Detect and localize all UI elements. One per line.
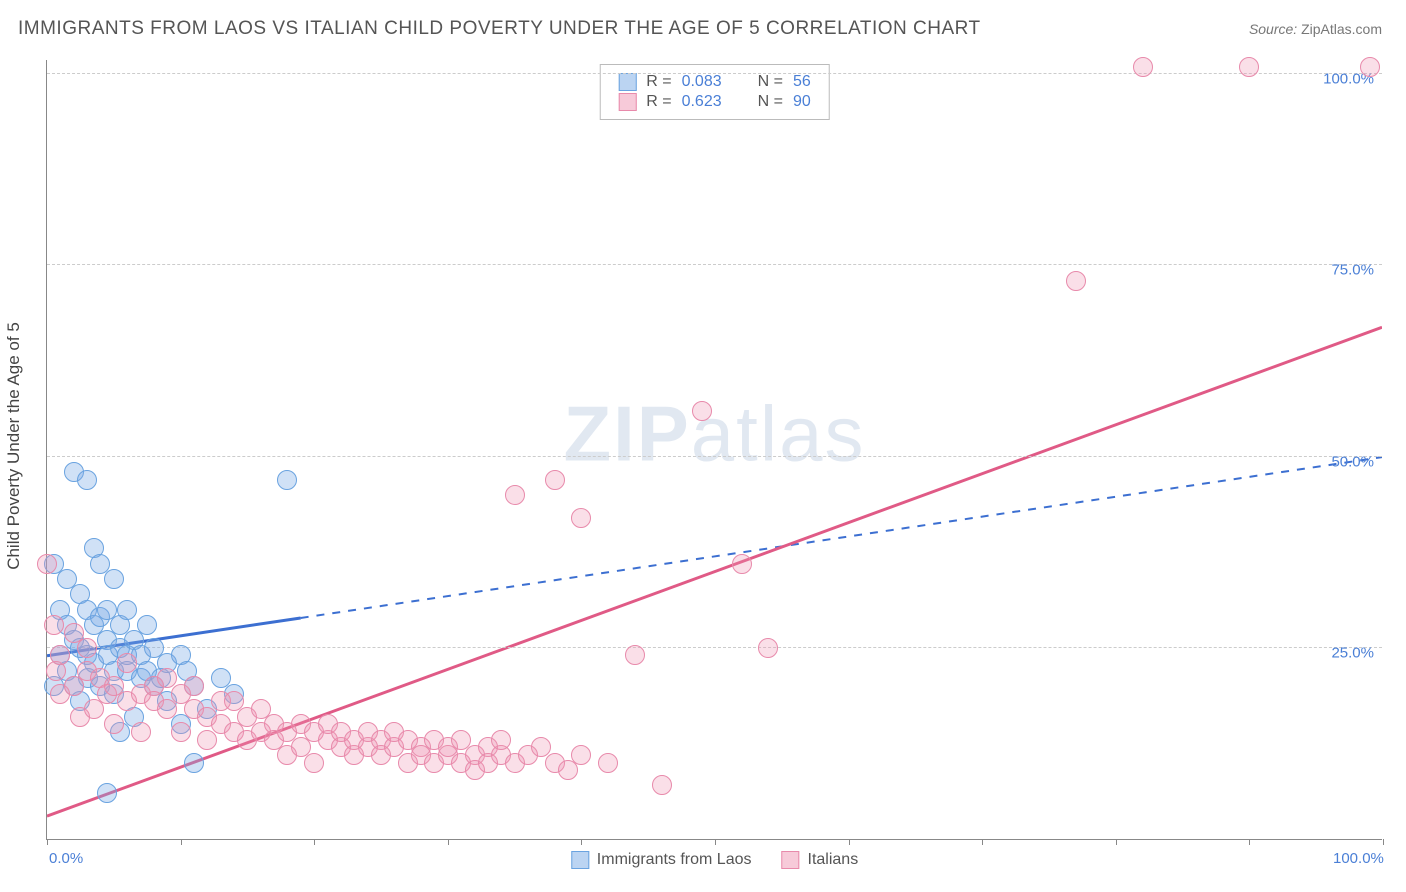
data-point-italians bbox=[545, 470, 565, 490]
data-point-italians bbox=[692, 401, 712, 421]
data-point-italians bbox=[1133, 57, 1153, 77]
data-point-laos bbox=[97, 783, 117, 803]
data-point-laos bbox=[277, 470, 297, 490]
x-tick bbox=[715, 839, 716, 845]
x-tick bbox=[1249, 839, 1250, 845]
x-tick-label: 0.0% bbox=[49, 850, 83, 867]
watermark-zip: ZIP bbox=[563, 389, 690, 477]
legend-swatch bbox=[782, 851, 800, 869]
watermark: ZIPatlas bbox=[563, 388, 865, 479]
legend-stat-row: R = 0.083 N = 56 bbox=[618, 73, 811, 91]
legend-series: Immigrants from Laos Italians bbox=[571, 851, 858, 869]
x-tick bbox=[1116, 839, 1117, 845]
legend-label: Italians bbox=[808, 851, 859, 868]
data-point-laos bbox=[184, 753, 204, 773]
legend-n-label: N = bbox=[758, 93, 783, 111]
data-point-laos bbox=[77, 470, 97, 490]
data-point-italians bbox=[571, 508, 591, 528]
chart-title: IMMIGRANTS FROM LAOS VS ITALIAN CHILD PO… bbox=[18, 18, 981, 40]
data-point-italians bbox=[505, 485, 525, 505]
legend-swatch bbox=[618, 93, 636, 111]
x-tick-label: 100.0% bbox=[1333, 850, 1384, 867]
data-point-italians bbox=[304, 753, 324, 773]
y-tick-label: 25.0% bbox=[1331, 644, 1374, 661]
y-axis-label: Child Poverty Under the Age of 5 bbox=[4, 322, 24, 570]
data-point-italians bbox=[732, 554, 752, 574]
gridline bbox=[47, 264, 1382, 265]
data-point-italians bbox=[598, 753, 618, 773]
data-point-italians bbox=[1239, 57, 1259, 77]
x-tick bbox=[314, 839, 315, 845]
legend-label: Immigrants from Laos bbox=[597, 851, 752, 868]
scatter-plot: ZIPatlas R =0.083N =56R =0.623N =90 Immi… bbox=[46, 60, 1382, 840]
gridline bbox=[47, 647, 1382, 648]
data-point-italians bbox=[1066, 271, 1086, 291]
data-point-laos bbox=[137, 615, 157, 635]
legend-r-value: 0.623 bbox=[682, 93, 722, 111]
gridline bbox=[47, 456, 1382, 457]
data-point-italians bbox=[571, 745, 591, 765]
data-point-laos bbox=[104, 569, 124, 589]
data-point-laos bbox=[117, 600, 137, 620]
legend-n-value: 56 bbox=[793, 73, 811, 91]
legend-item: Italians bbox=[782, 851, 859, 869]
legend-stat-row: R = 0.623 N = 90 bbox=[618, 93, 811, 111]
data-point-italians bbox=[171, 722, 191, 742]
data-point-italians bbox=[77, 638, 97, 658]
legend-r-label: R = bbox=[646, 93, 671, 111]
x-tick bbox=[982, 839, 983, 845]
data-point-italians bbox=[491, 730, 511, 750]
x-tick bbox=[581, 839, 582, 845]
chart-header: IMMIGRANTS FROM LAOS VS ITALIAN CHILD PO… bbox=[18, 18, 1382, 40]
data-point-italians bbox=[131, 722, 151, 742]
trendline-laos-extrapolated bbox=[301, 457, 1382, 618]
data-point-italians bbox=[652, 775, 672, 795]
legend-n-label: N = bbox=[758, 73, 783, 91]
data-point-italians bbox=[1360, 57, 1380, 77]
data-point-italians bbox=[184, 676, 204, 696]
data-point-italians bbox=[104, 714, 124, 734]
data-point-italians bbox=[758, 638, 778, 658]
source-value: ZipAtlas.com bbox=[1301, 21, 1382, 37]
y-tick-label: 75.0% bbox=[1331, 262, 1374, 279]
x-tick bbox=[47, 839, 48, 845]
data-point-italians bbox=[44, 615, 64, 635]
legend-n-value: 90 bbox=[793, 93, 811, 111]
data-point-italians bbox=[625, 645, 645, 665]
chart-source: Source: ZipAtlas.com bbox=[1249, 21, 1382, 37]
watermark-rest: atlas bbox=[691, 389, 866, 477]
data-point-italians bbox=[117, 653, 137, 673]
x-tick bbox=[448, 839, 449, 845]
data-point-italians bbox=[37, 554, 57, 574]
x-tick bbox=[849, 839, 850, 845]
legend-swatch bbox=[571, 851, 589, 869]
legend-r-value: 0.083 bbox=[682, 73, 722, 91]
y-tick-label: 50.0% bbox=[1331, 453, 1374, 470]
x-tick bbox=[181, 839, 182, 845]
legend-swatch bbox=[618, 73, 636, 91]
x-tick bbox=[1383, 839, 1384, 845]
data-point-italians bbox=[50, 645, 70, 665]
legend-item: Immigrants from Laos bbox=[571, 851, 752, 869]
gridline bbox=[47, 73, 1382, 74]
legend-r-label: R = bbox=[646, 73, 671, 91]
source-label: Source: bbox=[1249, 21, 1297, 37]
